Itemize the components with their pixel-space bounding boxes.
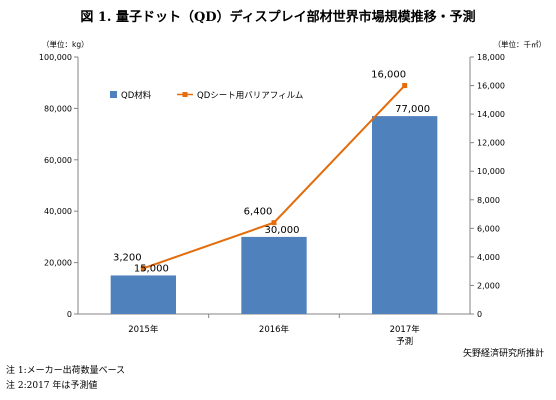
right-axis-tick-label: 10,000 (477, 167, 505, 176)
legend-label-barrier-film: QDシート用バリアフィルム (197, 91, 303, 101)
left-axis-tick-label: 20,000 (44, 259, 72, 268)
source-note: 矢野経済研究所推計 (463, 347, 544, 359)
left-axis-tick-label: 100,000 (39, 53, 72, 62)
legend: QD材料 QDシート用バリアフィルム (110, 90, 303, 101)
bar-data-label: 77,000 (395, 104, 430, 115)
left-axis-unit: （単位：kg） (42, 39, 89, 49)
right-axis-tick-label: 12,000 (477, 139, 505, 148)
chart-title: 図 1. 量子ドット（QD）ディスプレイ部材世界市場規模推移・予測 (80, 9, 475, 25)
right-axis-tick-label: 6,000 (477, 224, 500, 233)
legend-label-qd-material: QD材料 (121, 90, 152, 101)
bar-qd-material (372, 116, 438, 314)
x-axis-category-label: 2017年 (390, 324, 421, 335)
plot-area: 0 20,000 40,000 60,000 80,000 100,000 0 2,000 4,… (39, 53, 505, 347)
right-axis-tick-label: 2,000 (477, 281, 500, 290)
left-axis-tick-label: 40,000 (44, 207, 72, 216)
right-axis-tick-label: 14,000 (477, 110, 505, 119)
footnote-2: 注 2:2017 年は予測値 (6, 379, 97, 391)
left-axis-tick-label: 60,000 (44, 156, 72, 165)
bar-data-label: 30,000 (265, 225, 300, 236)
footnote-1: 注 1:メーカー出荷数量ベース (6, 364, 125, 376)
right-axis-tick-label: 8,000 (477, 196, 500, 205)
line-data-label: 3,200 (113, 252, 142, 263)
bar-qd-material (241, 236, 307, 314)
x-axis-category-label: 2015年 (128, 324, 159, 335)
right-axis-tick-label: 18,000 (477, 53, 505, 62)
legend-swatch-qd-material (110, 91, 117, 98)
right-axis-unit: （単位：千㎡） (494, 39, 547, 49)
legend-marker-barrier-film (182, 92, 188, 97)
left-axis-tick-label: 80,000 (44, 104, 72, 113)
x-axis-category-sublabel: 予測 (396, 336, 413, 347)
right-axis-tick-label: 16,000 (477, 82, 505, 91)
x-axis-category-label: 2016年 (259, 324, 290, 335)
point-barrier-film (402, 83, 408, 89)
bar-data-label: 15,000 (134, 263, 169, 274)
point-barrier-film (271, 220, 277, 226)
bar-qd-material (110, 275, 176, 314)
left-axis-tick-label: 0 (67, 310, 72, 319)
line-data-label: 16,000 (371, 70, 406, 81)
line-data-label: 6,400 (244, 207, 273, 218)
right-axis-tick-label: 0 (477, 310, 482, 319)
right-axis-tick-label: 4,000 (477, 253, 500, 262)
point-barrier-film (140, 265, 146, 271)
